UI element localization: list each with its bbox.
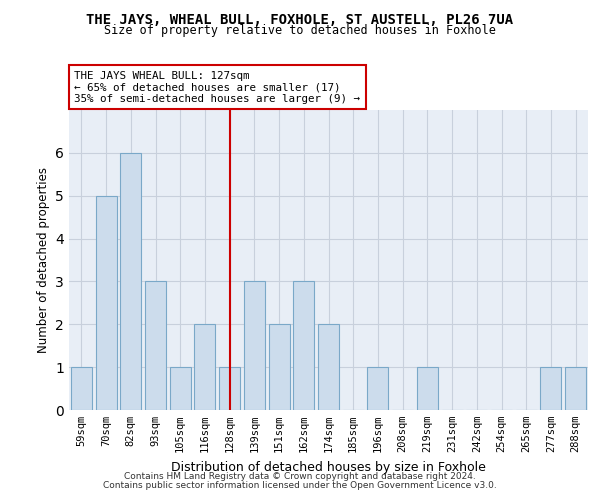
Bar xyxy=(269,324,290,410)
Bar xyxy=(219,367,240,410)
Bar xyxy=(293,282,314,410)
Bar xyxy=(367,367,388,410)
Bar xyxy=(170,367,191,410)
Bar xyxy=(194,324,215,410)
Bar xyxy=(145,282,166,410)
Bar xyxy=(541,367,562,410)
Text: THE JAYS WHEAL BULL: 127sqm
← 65% of detached houses are smaller (17)
35% of sem: THE JAYS WHEAL BULL: 127sqm ← 65% of det… xyxy=(74,71,360,104)
Bar xyxy=(95,196,116,410)
Bar xyxy=(71,367,92,410)
Bar xyxy=(244,282,265,410)
Bar xyxy=(565,367,586,410)
Text: Contains public sector information licensed under the Open Government Licence v3: Contains public sector information licen… xyxy=(103,481,497,490)
Text: THE JAYS, WHEAL BULL, FOXHOLE, ST AUSTELL, PL26 7UA: THE JAYS, WHEAL BULL, FOXHOLE, ST AUSTEL… xyxy=(86,12,514,26)
Text: Size of property relative to detached houses in Foxhole: Size of property relative to detached ho… xyxy=(104,24,496,37)
Bar xyxy=(120,153,141,410)
Text: Contains HM Land Registry data © Crown copyright and database right 2024.: Contains HM Land Registry data © Crown c… xyxy=(124,472,476,481)
Bar xyxy=(318,324,339,410)
Y-axis label: Number of detached properties: Number of detached properties xyxy=(37,167,50,353)
X-axis label: Distribution of detached houses by size in Foxhole: Distribution of detached houses by size … xyxy=(171,460,486,473)
Bar xyxy=(417,367,438,410)
